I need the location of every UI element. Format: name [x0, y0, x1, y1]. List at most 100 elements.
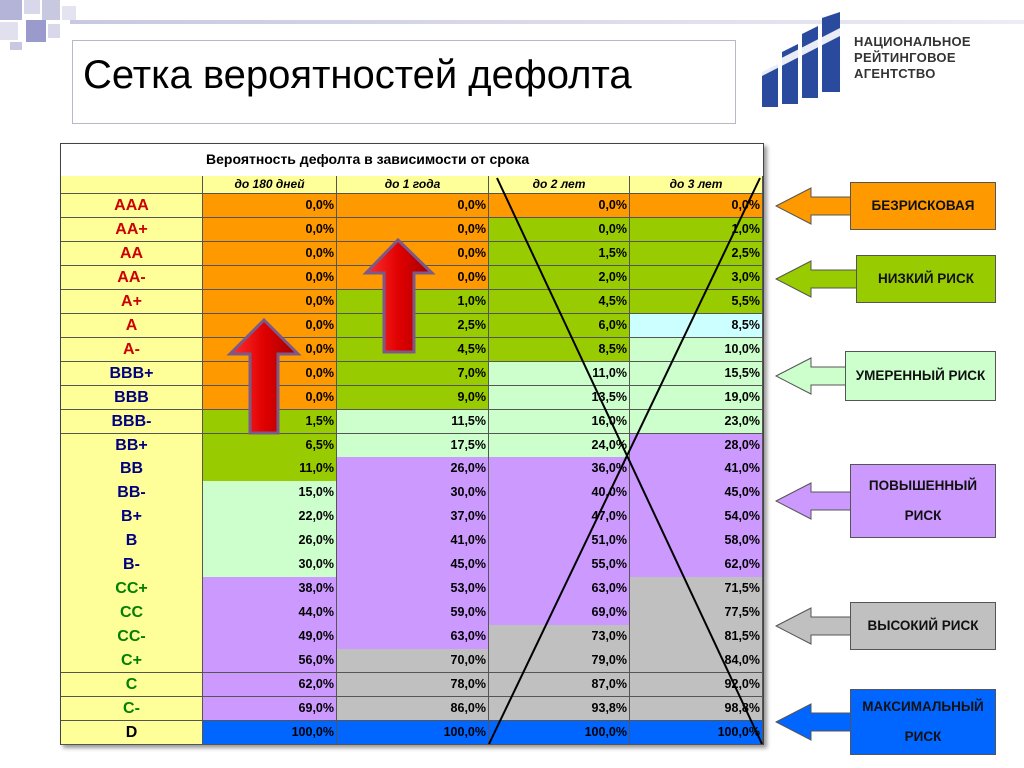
legend-label: ВЫСОКИЙ РИСК	[867, 618, 979, 633]
rating-cell: C+	[61, 649, 203, 674]
value-cell: 100,0%	[337, 720, 489, 746]
agency-logo: НАЦИОНАЛЬНОЕ РЕЙТИНГОВОЕ АГЕНТСТВО	[760, 12, 1024, 112]
value-cell: 11,0%	[489, 361, 630, 387]
value-cell: 1,5%	[489, 241, 630, 267]
rating-cell: CC	[61, 601, 203, 626]
value-cell: 78,0%	[337, 673, 489, 698]
column-header: до 3 лет	[630, 176, 763, 194]
value-cell: 19,0%	[630, 385, 763, 411]
value-cell: 0,0%	[337, 217, 489, 243]
legend-label: ПОВЫШЕННЫЙ РИСК	[868, 478, 978, 523]
column-header: до 180 дней	[203, 176, 337, 194]
value-cell: 51,0%	[489, 529, 630, 554]
value-cell: 30,0%	[203, 553, 337, 578]
value-cell: 87,0%	[489, 673, 630, 698]
value-cell: 100,0%	[203, 720, 337, 746]
rating-cell: BBB+	[61, 361, 203, 387]
value-cell: 23,0%	[630, 409, 763, 434]
value-cell: 0,0%	[489, 217, 630, 243]
rating-cell: B	[61, 529, 203, 554]
value-cell: 71,5%	[630, 577, 763, 602]
value-cell: 26,0%	[203, 529, 337, 554]
legend-arrow-icon	[775, 607, 852, 645]
value-cell: 9,0%	[337, 385, 489, 411]
value-cell: 62,0%	[203, 673, 337, 698]
value-cell: 0,0%	[203, 194, 337, 219]
rating-cell: CC+	[61, 577, 203, 602]
value-cell: 69,0%	[489, 601, 630, 626]
value-cell: 58,0%	[630, 529, 763, 554]
value-cell: 0,0%	[203, 241, 337, 267]
value-cell: 54,0%	[630, 505, 763, 530]
value-cell: 59,0%	[337, 601, 489, 626]
value-cell: 41,0%	[630, 457, 763, 482]
value-cell: 28,0%	[630, 433, 763, 458]
rating-cell: BBB	[61, 385, 203, 411]
value-cell: 0,0%	[203, 217, 337, 243]
rating-cell: C	[61, 673, 203, 698]
value-cell: 22,0%	[203, 505, 337, 530]
value-cell: 63,0%	[489, 577, 630, 602]
column-header: до 1 года	[337, 176, 489, 194]
value-cell: 47,0%	[489, 505, 630, 530]
column-header: до 2 лет	[489, 176, 630, 194]
value-cell: 0,0%	[203, 313, 337, 339]
value-cell: 1,0%	[337, 289, 489, 315]
value-cell: 13,5%	[489, 385, 630, 411]
value-cell: 16,0%	[489, 409, 630, 434]
value-cell: 55,0%	[489, 553, 630, 578]
logo-line: АГЕНТСТВО	[854, 66, 936, 81]
value-cell: 0,0%	[203, 361, 337, 387]
value-cell: 24,0%	[489, 433, 630, 458]
value-cell: 0,0%	[203, 289, 337, 315]
value-cell: 2,5%	[630, 241, 763, 267]
value-cell: 45,0%	[337, 553, 489, 578]
value-cell: 8,5%	[630, 313, 763, 339]
legend-label: МАКСИМАЛЬНЫЙ РИСК	[862, 699, 984, 744]
rating-cell: AA-	[61, 265, 203, 291]
value-cell: 26,0%	[337, 457, 489, 482]
rating-cell: BB-	[61, 481, 203, 506]
legend-label: БЕЗРИСКОВАЯ	[871, 198, 975, 213]
value-cell: 1,5%	[203, 409, 337, 434]
legend-arrow-icon	[775, 482, 852, 520]
legend-box: ПОВЫШЕННЫЙ РИСК	[850, 464, 996, 538]
rating-cell: B-	[61, 553, 203, 578]
value-cell: 40,0%	[489, 481, 630, 506]
value-cell: 92,0%	[630, 673, 763, 698]
rating-cell: AAA	[61, 194, 203, 219]
rating-cell: A+	[61, 289, 203, 315]
value-cell: 63,0%	[337, 625, 489, 650]
value-cell: 0,0%	[489, 194, 630, 219]
value-cell: 4,5%	[489, 289, 630, 315]
value-cell: 5,5%	[630, 289, 763, 315]
legend-box: НИЗКИЙ РИСК	[856, 255, 996, 303]
legend-label: УМЕРЕННЫЙ РИСК	[855, 368, 986, 383]
value-cell: 79,0%	[489, 649, 630, 674]
value-cell: 44,0%	[203, 601, 337, 626]
logo-line: НАЦИОНАЛЬНОЕ	[854, 34, 971, 49]
value-cell: 15,0%	[203, 481, 337, 506]
value-cell: 6,5%	[203, 433, 337, 458]
table-header-text: Вероятность дефолта в зависимости от сро…	[206, 151, 530, 167]
value-cell: 100,0%	[630, 720, 763, 746]
value-cell: 0,0%	[203, 337, 337, 363]
value-cell: 53,0%	[337, 577, 489, 602]
value-cell: 0,0%	[337, 265, 489, 291]
value-cell: 6,0%	[489, 313, 630, 339]
legend-arrow-icon	[775, 260, 858, 298]
legend-box: БЕЗРИСКОВАЯ	[850, 182, 996, 230]
value-cell: 49,0%	[203, 625, 337, 650]
value-cell: 8,5%	[489, 337, 630, 363]
value-cell: 41,0%	[337, 529, 489, 554]
default-probability-table: Вероятность дефолта в зависимости от сро…	[60, 143, 764, 746]
value-cell: 86,0%	[337, 696, 489, 722]
rating-cell: AA	[61, 241, 203, 267]
legend-arrow-icon	[775, 357, 847, 395]
legend-box: МАКСИМАЛЬНЫЙ РИСК	[850, 689, 996, 755]
value-cell: 56,0%	[203, 649, 337, 674]
value-cell: 81,5%	[630, 625, 763, 650]
value-cell: 0,0%	[337, 194, 489, 219]
value-cell: 0,0%	[203, 385, 337, 411]
value-cell: 38,0%	[203, 577, 337, 602]
